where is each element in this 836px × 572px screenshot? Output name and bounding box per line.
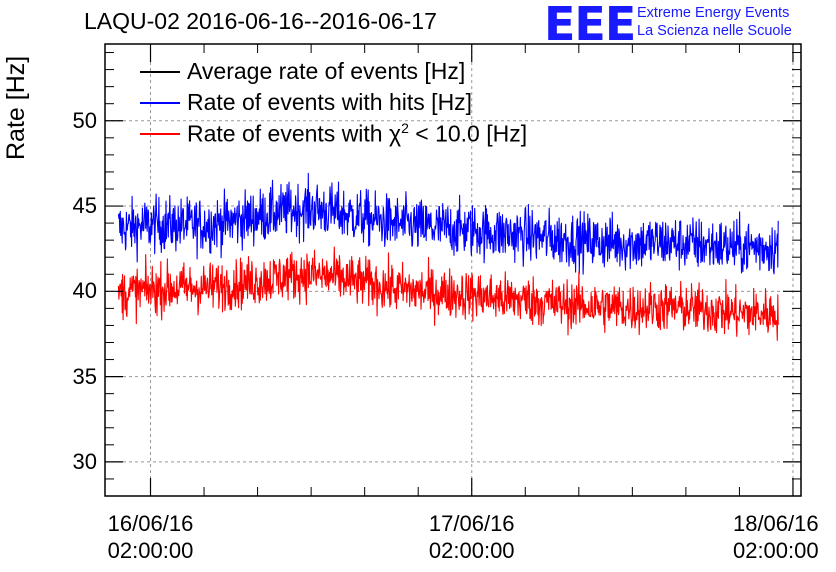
y-tick-label: 30	[72, 448, 97, 474]
axis-ticks	[105, 44, 801, 497]
chart-title: LAQU-02 2016-06-16--2016-06-17	[84, 8, 437, 34]
y-tick-label: 45	[72, 193, 97, 219]
legend-label-average: Average rate of events [Hz]	[187, 58, 466, 84]
logo-line1: Extreme Energy Events	[637, 5, 790, 21]
series-group	[117, 172, 779, 341]
series-line-chi2	[117, 246, 779, 341]
legend-chi2-suffix: < 10.0 [Hz]	[408, 120, 528, 147]
x-tick-date: 16/06/16	[107, 511, 194, 536]
y-tick-label: 40	[72, 278, 97, 304]
y-tick-label: 35	[72, 363, 97, 389]
x-tick-date: 17/06/16	[428, 511, 515, 536]
eee-logo: EEE	[544, 0, 636, 51]
legend-chi2-sup: 2	[401, 120, 409, 136]
x-tick-time: 02:00:00	[732, 538, 819, 563]
y-tick-label: 50	[72, 107, 97, 133]
x-tick-label: 16/06/16 02:00:00	[91, 510, 211, 564]
legend-line-chi2	[140, 133, 180, 135]
legend-label-chi2: Rate of events with χ2 < 10.0 [Hz]	[187, 120, 527, 148]
legend-label-hits: Rate of events with hits [Hz]	[187, 89, 473, 115]
x-tick-date: 18/06/16	[732, 511, 819, 536]
series-line-hits	[117, 172, 779, 275]
legend-line-average	[140, 71, 180, 73]
legend-chi2-prefix: Rate of events with χ	[187, 120, 402, 147]
legend-line-hits	[140, 102, 180, 104]
x-tick-time: 02:00:00	[107, 538, 194, 563]
x-tick-time: 02:00:00	[428, 538, 515, 563]
x-tick-label: 17/06/16 02:00:00	[412, 510, 532, 564]
logo-line2: La Scienza nelle Scuole	[637, 23, 792, 39]
y-axis-label: Rate [Hz]	[2, 55, 30, 160]
x-tick-label: 18/06/16 02:00:00	[733, 510, 836, 564]
logo-text: Extreme Energy Events La Scienza nelle S…	[637, 4, 792, 40]
plot-frame	[104, 43, 802, 497]
